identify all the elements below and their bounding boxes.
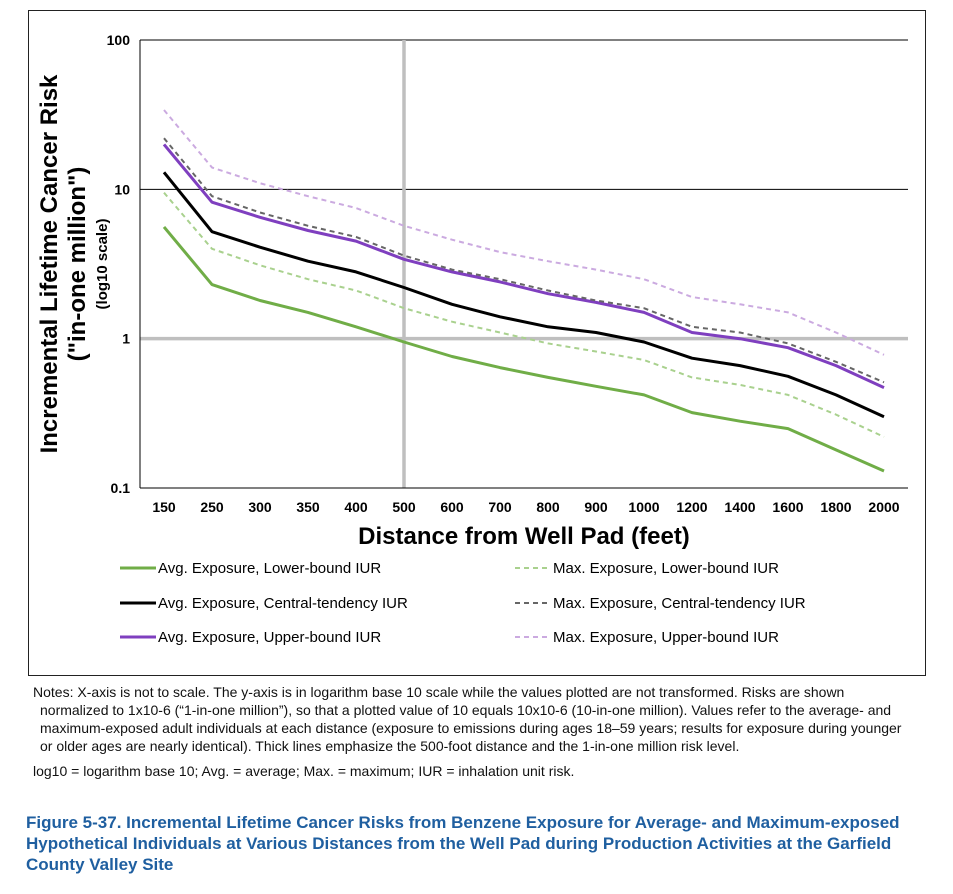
notes: Notes: X-axis is not to scale. The y-axi… <box>33 683 913 780</box>
series-line-2 <box>162 143 885 389</box>
legend-label-5: Max. Exposure, Upper-bound IUR <box>553 629 779 646</box>
series-layer <box>162 109 885 473</box>
series-line-0 <box>162 225 885 473</box>
y-axis-title: Incremental Lifetime Cancer Risk("in-one… <box>36 74 91 453</box>
x-tick-label: 2000 <box>868 499 899 515</box>
legend-label-2: Avg. Exposure, Upper-bound IUR <box>158 629 381 646</box>
x-tick-label: 1600 <box>772 499 803 515</box>
x-tick-label: 1000 <box>628 499 659 515</box>
series-line-5 <box>163 109 885 356</box>
x-tick-label: 800 <box>536 499 560 515</box>
y-axis-title-line2: ("in-one million") <box>64 167 91 362</box>
x-tick-label: 400 <box>344 499 368 515</box>
chart-frame <box>28 10 926 676</box>
x-tick-label: 150 <box>152 499 176 515</box>
legend-label-4: Max. Exposure, Central-tendency IUR <box>553 595 806 612</box>
x-tick-label: 1200 <box>676 499 707 515</box>
series-line-1 <box>162 171 885 419</box>
line-chart: 0.1 1 10 100 150 250 300 350 400 500 600 700 800 900 1… <box>36 32 908 646</box>
x-axis-title: Distance from Well Pad (feet) <box>358 523 690 550</box>
y-tick-label: 0.1 <box>111 480 131 496</box>
y-axis-subtitle: (log10 scale) <box>94 219 111 310</box>
notes-abbreviations: log10 = logarithm base 10; Avg. = averag… <box>33 763 575 779</box>
x-tick-label: 300 <box>248 499 272 515</box>
x-tick-label: 700 <box>488 499 512 515</box>
series-line-4 <box>163 137 885 384</box>
x-tick-label: 900 <box>584 499 608 515</box>
x-tick-label: 1800 <box>820 499 851 515</box>
y-tick-label: 10 <box>114 181 130 197</box>
legend-label-0: Avg. Exposure, Lower-bound IUR <box>158 560 381 577</box>
x-tick-label: 1400 <box>724 499 755 515</box>
x-tick-label: 500 <box>392 499 416 515</box>
legend-label-1: Avg. Exposure, Central-tendency IUR <box>158 595 408 612</box>
axis-layer: 0.1 1 10 100 150 250 300 350 400 500 600 700 800 900 1… <box>36 32 908 550</box>
x-tick-label: 350 <box>296 499 320 515</box>
y-tick-label: 1 <box>122 331 130 347</box>
legend-label-3: Max. Exposure, Lower-bound IUR <box>553 560 779 577</box>
y-axis-title-line1: Incremental Lifetime Cancer Risk <box>36 74 63 453</box>
x-tick-label: 250 <box>200 499 224 515</box>
series-line-3 <box>163 192 885 438</box>
legend-layer: Avg. Exposure, Lower-bound IUR Max. Expos… <box>120 560 806 646</box>
x-tick-label: 600 <box>440 499 464 515</box>
notes-main: Notes: X-axis is not to scale. The y-axi… <box>33 684 902 754</box>
figure-caption: Figure 5-37. Incremental Lifetime Cancer… <box>26 813 900 874</box>
y-tick-label: 100 <box>107 32 131 48</box>
